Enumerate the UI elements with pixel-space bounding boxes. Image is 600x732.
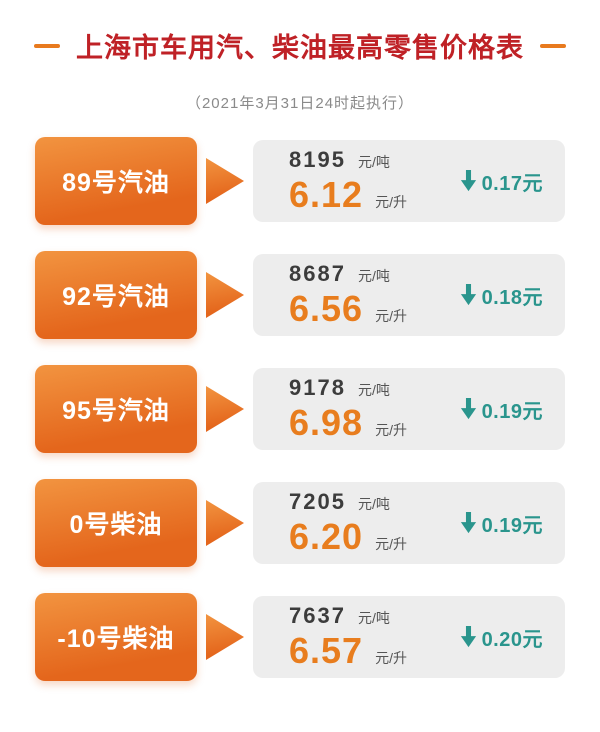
price-rows: 89号汽油 8195 元/吨 6.12 元/升 0.17元: [35, 137, 565, 681]
price-row-0-diesel: 0号柴油 7205 元/吨 6.20 元/升 0.19元: [35, 479, 565, 567]
change-amount: 0.19元: [481, 400, 543, 423]
ton-unit: 元/吨: [357, 609, 390, 626]
ton-price-line: 8195 元/吨: [289, 147, 407, 173]
liter-price-line: 6.57 元/升: [289, 630, 407, 672]
down-arrow-icon: [460, 512, 476, 534]
liter-price-line: 6.98 元/升: [289, 402, 407, 444]
price-panel: 7205 元/吨 6.20 元/升 0.19元: [253, 482, 565, 564]
right-arrow-icon: [206, 272, 244, 318]
price-row-minus10-diesel: -10号柴油 7637 元/吨 6.57 元/升 0.20元: [35, 593, 565, 681]
change-amount: 0.20元: [481, 628, 543, 651]
price-values: 7205 元/吨 6.20 元/升: [289, 489, 407, 558]
price-values: 9178 元/吨 6.98 元/升: [289, 375, 407, 444]
ton-price-line: 9178 元/吨: [289, 375, 407, 401]
title-dash-left-icon: [34, 43, 60, 48]
right-arrow-icon: [206, 500, 244, 546]
price-row-92-gasoline: 92号汽油 8687 元/吨 6.56 元/升 0.18元: [35, 251, 565, 339]
liter-price: 6.12: [289, 173, 364, 215]
down-arrow-icon: [460, 284, 476, 306]
arrow-zone: [197, 386, 253, 432]
price-panel: 8195 元/吨 6.12 元/升 0.17元: [253, 140, 565, 222]
change-amount: 0.19元: [481, 514, 543, 537]
down-arrow-icon: [460, 398, 476, 420]
page-title: 上海市车用汽、柴油最高零售价格表: [76, 33, 524, 63]
price-values: 7637 元/吨 6.57 元/升: [289, 603, 407, 672]
ton-unit: 元/吨: [357, 153, 390, 170]
fuel-label: 89号汽油: [35, 137, 197, 225]
ton-price: 7205: [289, 488, 346, 514]
liter-unit: 元/升: [375, 193, 407, 210]
right-arrow-icon: [206, 386, 244, 432]
price-values: 8195 元/吨 6.12 元/升: [289, 147, 407, 216]
fuel-label-text: 92号汽油: [62, 283, 170, 311]
fuel-label-text: 89号汽油: [62, 169, 170, 197]
liter-unit: 元/升: [375, 307, 407, 324]
effective-date: （2021年3月31日24时起执行）: [185, 95, 415, 112]
liter-price: 6.98: [289, 401, 364, 443]
fuel-label-text: 0号柴油: [69, 511, 163, 539]
liter-unit: 元/升: [375, 535, 407, 552]
ton-price: 8195: [289, 146, 346, 172]
price-panel: 9178 元/吨 6.98 元/升 0.19元: [253, 368, 565, 450]
title-dash-right-icon: [540, 43, 566, 48]
down-arrow-icon: [460, 170, 476, 192]
fuel-label: 92号汽油: [35, 251, 197, 339]
down-arrow-icon: [460, 626, 476, 648]
price-change: 0.20元: [460, 623, 549, 652]
fuel-label-text: 95号汽油: [62, 397, 170, 425]
liter-price: 6.56: [289, 287, 364, 329]
liter-price-line: 6.12 元/升: [289, 174, 407, 216]
arrow-zone: [197, 614, 253, 660]
price-change: 0.19元: [460, 395, 549, 424]
fuel-label: 95号汽油: [35, 365, 197, 453]
fuel-label-text: -10号柴油: [57, 625, 175, 653]
price-change: 0.18元: [460, 281, 549, 310]
arrow-zone: [197, 158, 253, 204]
arrow-zone: [197, 500, 253, 546]
ton-price: 8687: [289, 260, 346, 286]
ton-price-line: 7205 元/吨: [289, 489, 407, 515]
ton-price: 7637: [289, 602, 346, 628]
price-row-95-gasoline: 95号汽油 9178 元/吨 6.98 元/升 0.19元: [35, 365, 565, 453]
liter-unit: 元/升: [375, 649, 407, 666]
price-panel: 7637 元/吨 6.57 元/升 0.20元: [253, 596, 565, 678]
liter-price-line: 6.56 元/升: [289, 288, 407, 330]
ton-price-line: 7637 元/吨: [289, 603, 407, 629]
price-values: 8687 元/吨 6.56 元/升: [289, 261, 407, 330]
price-change: 0.17元: [460, 167, 549, 196]
price-row-89-gasoline: 89号汽油 8195 元/吨 6.12 元/升 0.17元: [35, 137, 565, 225]
title-row: 上海市车用汽、柴油最高零售价格表: [0, 26, 600, 65]
fuel-label: 0号柴油: [35, 479, 197, 567]
ton-unit: 元/吨: [357, 495, 390, 512]
price-panel: 8687 元/吨 6.56 元/升 0.18元: [253, 254, 565, 336]
right-arrow-icon: [206, 158, 244, 204]
ton-unit: 元/吨: [357, 267, 390, 284]
liter-price: 6.20: [289, 515, 364, 557]
right-arrow-icon: [206, 614, 244, 660]
liter-price-line: 6.20 元/升: [289, 516, 407, 558]
price-change: 0.19元: [460, 509, 549, 538]
liter-unit: 元/升: [375, 421, 407, 438]
ton-price-line: 8687 元/吨: [289, 261, 407, 287]
liter-price: 6.57: [289, 629, 364, 671]
arrow-zone: [197, 272, 253, 318]
fuel-label: -10号柴油: [35, 593, 197, 681]
ton-price: 9178: [289, 374, 346, 400]
ton-unit: 元/吨: [357, 381, 390, 398]
change-amount: 0.17元: [481, 172, 543, 195]
change-amount: 0.18元: [481, 286, 543, 309]
